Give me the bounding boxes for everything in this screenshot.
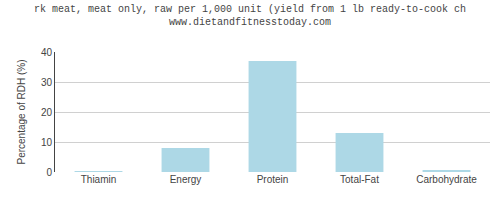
svg-text:20: 20 [41,107,53,118]
svg-text:10: 10 [41,137,53,148]
svg-text:Protein: Protein [257,174,289,185]
svg-text:40: 40 [41,47,53,58]
svg-text:Total-Fat: Total-Fat [340,174,379,185]
svg-text:rk meat, meat only, raw per 1,: rk meat, meat only, raw per 1,000 unit (… [34,4,466,28]
svg-text:Percentage of RDH (%): Percentage of RDH (%) [16,59,27,164]
svg-text:0: 0 [46,167,52,178]
svg-text:Carbohydrate: Carbohydrate [416,174,477,185]
svg-text:30: 30 [41,77,53,88]
svg-text:Thiamin: Thiamin [81,174,117,185]
svg-text:Energy: Energy [170,174,202,185]
